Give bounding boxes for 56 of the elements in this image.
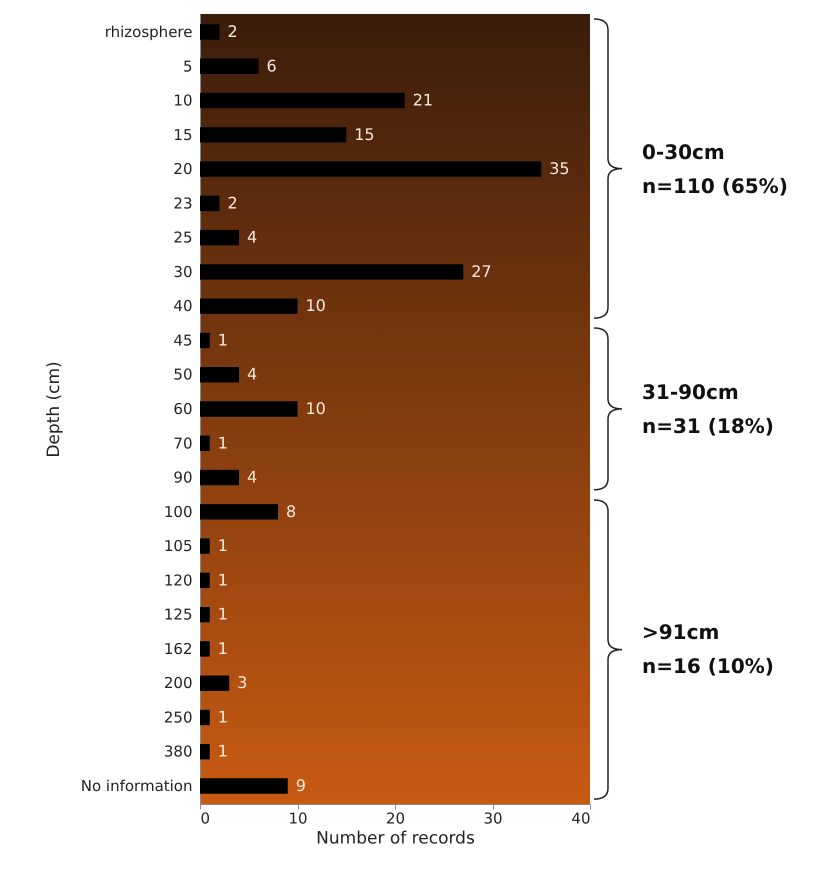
y-tick-label: 70	[173, 434, 192, 452]
data-label: 15	[354, 124, 375, 144]
data-label: 1	[218, 570, 228, 590]
data-label: 1	[218, 433, 228, 452]
y-tick-label: 380	[164, 742, 192, 761]
y-tick-label: 30	[173, 262, 192, 281]
data-label: 1	[218, 536, 228, 556]
y-tick-label: 90	[173, 468, 192, 487]
y-tick-label: 250	[164, 708, 192, 726]
y-tick-label: 125	[164, 606, 192, 624]
data-label: 1	[218, 330, 228, 350]
data-label: 3	[237, 673, 248, 692]
data-label: 4	[247, 468, 258, 487]
x-tick-label: 30	[483, 810, 503, 828]
y-tick-label: 20	[173, 160, 192, 178]
y-tick-label: 23	[173, 194, 192, 212]
y-tick-label: 120	[164, 571, 192, 590]
y-tick-label: 5	[182, 57, 192, 76]
data-label: 4	[247, 364, 258, 384]
data-label: 9	[296, 776, 306, 796]
data-label: 21	[412, 90, 434, 110]
x-tick-label: 0	[200, 810, 210, 828]
data-label: 1	[218, 604, 228, 624]
text: 0-30cm n=110 (65%)	[642, 138, 788, 200]
x-tick-label: 20	[386, 810, 406, 828]
data-label: 1	[218, 707, 228, 726]
data-label: 1	[218, 742, 228, 761]
y-tick-label: 100	[164, 502, 192, 521]
y-tick-label: rhizosphere	[104, 22, 192, 41]
y-tick-label: 45	[173, 331, 192, 350]
data-label: 10	[306, 399, 326, 418]
data-label: 27	[471, 262, 492, 281]
y-tick-label: 50	[173, 366, 192, 384]
data-label: 8	[286, 502, 296, 521]
x-tick-label: 10	[288, 810, 308, 828]
text: >91cm n=16 (10%)	[642, 619, 774, 680]
y-tick-label: 162	[164, 640, 192, 658]
x-axis-title: Number of records	[316, 828, 475, 848]
y-tick-label: No information	[80, 777, 192, 796]
y-tick-label: 15	[173, 126, 192, 144]
data-label: 6	[266, 56, 277, 76]
y-axis-title: Depth (cm)	[44, 361, 64, 458]
text: 31-90cm n=31 (18%)	[642, 378, 774, 440]
y-tick-label: 60	[173, 400, 192, 418]
data-label: 2	[228, 193, 238, 212]
data-label: 35	[549, 159, 570, 178]
x-tick-label: 40	[571, 810, 590, 828]
data-label: 4	[247, 228, 258, 247]
y-tick-label: 200	[164, 674, 192, 692]
y-tick-label: 25	[173, 228, 192, 247]
y-tick-label: 40	[173, 297, 192, 316]
data-label: 1	[218, 638, 228, 658]
y-tick-label: 105	[164, 537, 192, 556]
data-label: 2	[228, 22, 238, 41]
y-tick-label: 10	[173, 92, 192, 110]
data-label: 10	[306, 296, 326, 316]
